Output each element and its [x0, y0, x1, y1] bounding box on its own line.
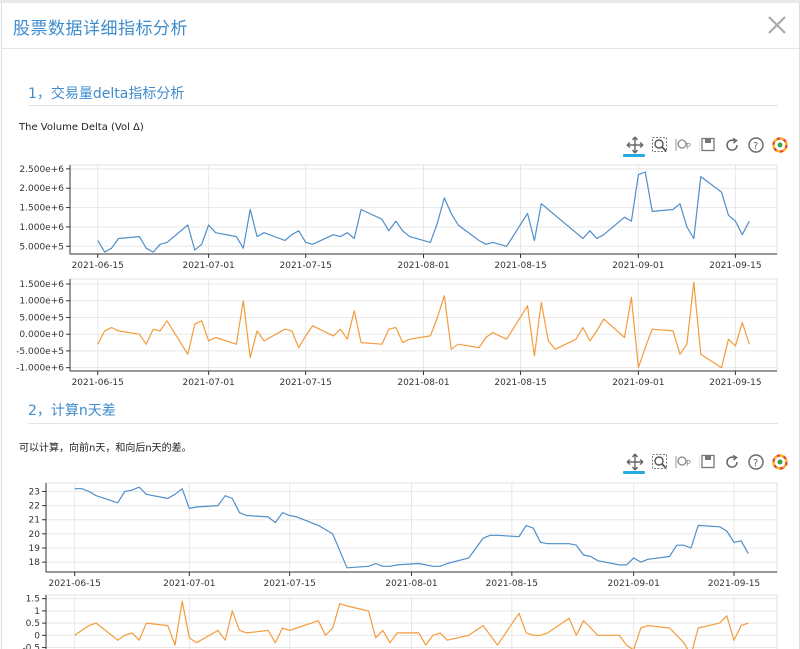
- svg-text:P: P: [686, 459, 691, 468]
- wheel-zoom-button[interactable]: P: [675, 453, 693, 471]
- y-tick-label: 1.5: [26, 595, 40, 605]
- background-tab-quant[interactable]: 量化: [360, 0, 376, 2]
- wheel-zoom-button[interactable]: P: [675, 136, 693, 154]
- save-button[interactable]: [698, 453, 717, 471]
- series-line: [74, 486, 749, 569]
- active-tool-indicator: [623, 471, 645, 474]
- x-tick-label: 2021-07-01: [182, 261, 234, 271]
- x-tick-label: 2021-07-15: [264, 579, 316, 589]
- section-1-divider: [28, 105, 778, 106]
- reset-button[interactable]: [723, 136, 741, 154]
- pan-icon: [626, 453, 644, 471]
- x-tick-label: 2021-07-15: [280, 261, 332, 271]
- x-tick-label: 2021-09-15: [709, 378, 761, 388]
- x-tick-label: 2021-08-01: [397, 261, 449, 271]
- x-tick-label: 2021-07-01: [182, 378, 234, 388]
- y-tick-label: 22: [29, 502, 40, 512]
- y-tick-label: 1: [34, 607, 40, 617]
- volume-delta-chart[interactable]: -1.000e+6 -5.000e+5 0.000e+0 5.000e+5 1.000e…: [2, 274, 799, 392]
- reset-button[interactable]: [723, 453, 741, 471]
- help-button[interactable]: ?: [747, 136, 765, 154]
- y-tick-label: 23: [29, 487, 40, 497]
- save-icon: [698, 137, 715, 152]
- x-tick-label: 2021-09-01: [608, 579, 660, 589]
- x-tick-label: 2021-06-15: [72, 378, 124, 388]
- chart-1-caption: The Volume Delta (Vol Δ): [19, 122, 144, 133]
- y-tick-label: 21: [29, 516, 40, 526]
- wheel-zoom-icon: P: [675, 456, 691, 468]
- svg-text:P: P: [686, 142, 691, 151]
- analysis-dialog: 股票数据详细指标分析 1，交易量delta指标分析 The Volume Del…: [1, 3, 800, 649]
- x-tick-label: 2021-07-15: [280, 378, 332, 388]
- y-tick-label: 1.500e+6: [19, 280, 64, 290]
- y-tick-label: -5.000e+5: [16, 347, 64, 357]
- bokeh-logo-icon: [772, 454, 788, 470]
- y-tick-label: 18: [29, 558, 41, 568]
- pan-icon: [626, 136, 644, 154]
- y-tick-label: 2.000e+6: [19, 184, 64, 194]
- x-tick-label: 2021-09-01: [612, 261, 664, 271]
- y-tick-label: 5.000e+5: [19, 242, 64, 252]
- close-icon: [768, 16, 786, 34]
- section-2-description: 可以计算，向前n天，和向后n天的差。: [19, 443, 192, 454]
- x-tick-label: 2021-08-15: [486, 579, 538, 589]
- x-tick-label: 2021-09-15: [708, 579, 760, 589]
- help-icon: ?: [748, 137, 764, 153]
- help-button[interactable]: ?: [747, 453, 765, 471]
- y-tick-label: 5.000e+5: [19, 313, 64, 323]
- series-line: [97, 171, 750, 253]
- y-tick-label: 2.500e+6: [19, 165, 64, 175]
- y-tick-label: -1.000e+6: [16, 364, 64, 374]
- y-tick-label: 0.000e+0: [19, 330, 64, 340]
- n-day-price-chart[interactable]: 18 19 20 21 22 23 2021-06-15 2021-07-01 2021-07-…: [2, 475, 799, 591]
- x-tick-label: 2021-09-01: [612, 378, 664, 388]
- y-tick-label: 19: [29, 544, 41, 554]
- svg-text:?: ?: [753, 141, 758, 152]
- y-tick-label: 1.000e+6: [19, 223, 64, 233]
- save-icon: [698, 454, 715, 469]
- save-button[interactable]: [698, 136, 717, 154]
- series-line: [74, 600, 749, 649]
- x-tick-label: 2021-08-01: [397, 378, 449, 388]
- wheel-zoom-icon: P: [675, 139, 691, 151]
- help-icon: ?: [748, 454, 764, 470]
- section-2-divider: [28, 423, 778, 424]
- section-2-title: 2，计算n天差: [28, 403, 116, 419]
- dialog-title: 股票数据详细指标分析: [13, 19, 188, 39]
- pan-tool-button[interactable]: [626, 136, 644, 154]
- reset-icon: [726, 137, 738, 151]
- background-tab-news[interactable]: 新闻: [32, 0, 48, 2]
- x-tick-label: 2021-09-15: [709, 261, 761, 271]
- svg-text:?: ?: [753, 458, 758, 469]
- n-day-diff-chart[interactable]: -0.5 0 0.5 1 1.5: [2, 590, 799, 649]
- dialog-header: 股票数据详细指标分析: [2, 3, 799, 49]
- x-tick-label: 2021-08-01: [385, 579, 437, 589]
- x-tick-label: 2021-08-15: [494, 378, 546, 388]
- y-tick-label: 1.500e+6: [19, 204, 64, 214]
- box-zoom-button[interactable]: [651, 453, 669, 471]
- x-tick-label: 2021-06-15: [49, 579, 101, 589]
- background-tab-strip: 新闻 量化: [0, 0, 800, 3]
- reset-icon: [726, 454, 738, 468]
- bokeh-logo-link[interactable]: [771, 136, 789, 154]
- close-button[interactable]: [765, 13, 789, 37]
- box-zoom-button[interactable]: [651, 136, 669, 154]
- section-1-title: 1，交易量delta指标分析: [28, 86, 185, 102]
- active-tool-indicator: [623, 154, 645, 157]
- y-tick-label: 0: [34, 631, 40, 641]
- x-tick-label: 2021-08-15: [494, 261, 546, 271]
- bokeh-logo-icon: [772, 137, 788, 153]
- volume-chart[interactable]: 5.000e+5 1.000e+6 1.500e+6 2.000e+6 2.500e+6…: [2, 157, 799, 275]
- box-zoom-icon: [652, 137, 667, 152]
- y-tick-label: 1.000e+6: [19, 297, 64, 307]
- pan-tool-button[interactable]: [626, 453, 644, 471]
- bokeh-logo-link[interactable]: [771, 453, 789, 471]
- y-tick-label: 20: [29, 530, 41, 540]
- y-tick-label: -0.5: [22, 644, 40, 649]
- series-line: [97, 281, 750, 369]
- y-tick-label: 0.5: [26, 619, 40, 629]
- x-tick-label: 2021-07-01: [163, 579, 215, 589]
- x-tick-label: 2021-06-15: [72, 261, 124, 271]
- box-zoom-icon: [652, 454, 667, 469]
